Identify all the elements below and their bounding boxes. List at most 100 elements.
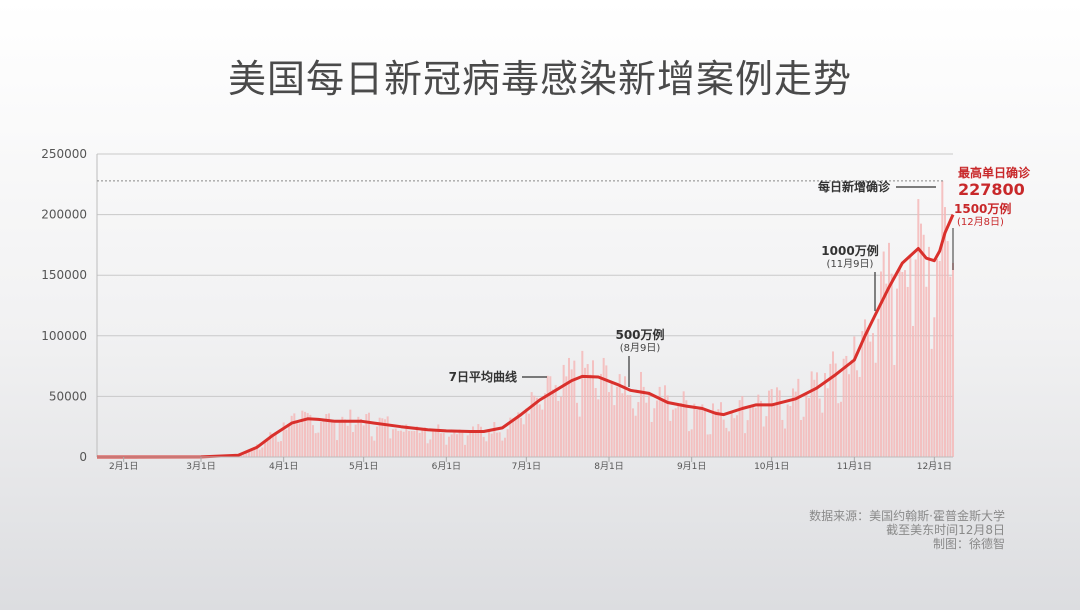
daily-bar (437, 424, 440, 457)
daily-bar (730, 410, 733, 457)
x-tick-label: 8月1日 (594, 461, 623, 472)
daily-bar (869, 341, 872, 457)
daily-bar (925, 286, 928, 457)
daily-bar (746, 420, 749, 457)
daily-bar (637, 402, 640, 457)
daily-bar (944, 207, 946, 457)
daily-bar (754, 407, 757, 457)
daily-bar (890, 273, 893, 457)
daily-bar (528, 413, 530, 457)
daily-bar (264, 440, 266, 457)
daily-bar (818, 398, 821, 457)
daily-bar (664, 385, 666, 457)
daily-bar (581, 350, 584, 457)
milestone-15m-date: (12月8日) (957, 216, 1004, 228)
daily-bar (389, 438, 392, 457)
daily-bar (565, 376, 568, 457)
daily-bar (413, 431, 416, 457)
daily-bar (426, 443, 429, 457)
x-tick-label: 3月1日 (186, 461, 215, 472)
daily-bar (450, 434, 453, 457)
daily-bar (632, 408, 634, 457)
daily-bar (709, 434, 712, 457)
daily-bar (373, 440, 376, 457)
daily-bar (541, 409, 544, 457)
daily-bar (408, 430, 410, 457)
daily-bar (589, 374, 592, 457)
daily-bar (536, 397, 538, 457)
peak-label: 最高单日确诊 (958, 165, 1031, 180)
chart-title: 美国每日新冠病毒感染新增案例走势 (227, 57, 852, 101)
daily-bar (688, 431, 690, 457)
daily-bar (768, 390, 770, 457)
daily-bar (829, 363, 832, 457)
daily-bar (776, 387, 778, 457)
daily-bar (930, 348, 933, 457)
daily-bar (626, 394, 629, 457)
daily-bar (392, 429, 394, 457)
daily-bar (386, 416, 389, 457)
daily-bar (920, 223, 922, 457)
daily-bar (376, 426, 378, 457)
daily-bar (661, 400, 664, 457)
daily-bar (501, 440, 504, 457)
daily-bar (728, 431, 730, 457)
y-tick-label: 0 (79, 450, 87, 464)
daily-bar (922, 234, 925, 457)
daily-bar (538, 404, 541, 457)
daily-bar (301, 410, 304, 457)
daily-bar (901, 272, 904, 457)
daily-bar (445, 444, 448, 457)
daily-bar (514, 417, 517, 457)
daily-bar (360, 418, 362, 457)
x-tick-label: 9月1日 (677, 461, 706, 472)
daily-bar (690, 429, 693, 457)
daily-bar (456, 434, 458, 457)
daily-bar (381, 418, 384, 457)
daily-bar (256, 444, 258, 457)
daily-bar (893, 364, 896, 457)
daily-bar (554, 385, 557, 457)
daily-bar (304, 411, 306, 457)
daily-bar (752, 405, 754, 457)
daily-bar (656, 400, 658, 457)
daily-bar (592, 360, 594, 457)
daily-bar (834, 363, 837, 457)
daily-bar (474, 431, 477, 457)
daily-bar (824, 373, 826, 457)
daily-bar (816, 372, 818, 457)
daily-bar (938, 260, 941, 457)
credit-source: 数据来源：美国约翰斯·霍普金斯大学 (809, 509, 1005, 523)
daily-bar (482, 436, 485, 457)
daily-bar (720, 402, 722, 457)
daily-bar (288, 425, 290, 457)
daily-bar (765, 416, 768, 457)
daily-bar (744, 433, 746, 457)
daily-bar (794, 391, 797, 457)
daily-bar (888, 242, 890, 457)
daily-bar (522, 424, 525, 457)
daily-bar (698, 406, 701, 457)
daily-bar (290, 415, 293, 457)
daily-bar (706, 434, 709, 457)
daily-bar (610, 381, 613, 457)
daily-bar (877, 318, 880, 457)
daily-bar (274, 432, 277, 457)
daily-bar (498, 432, 501, 457)
daily-bar (309, 414, 312, 457)
daily-bar (784, 428, 786, 457)
daily-bar (410, 431, 413, 457)
daily-bar (605, 365, 608, 457)
daily-bar (912, 325, 914, 457)
daily-bar (872, 333, 874, 457)
daily-bar (949, 276, 952, 457)
daily-bar (344, 419, 346, 457)
daily-bar (341, 416, 344, 457)
daily-bar (533, 395, 536, 457)
daily-bar (845, 355, 848, 457)
daily-bar (549, 376, 552, 457)
daily-bar (858, 376, 861, 457)
avg-line-label: 7日平均曲线 (449, 369, 517, 384)
daily-bar (861, 331, 864, 457)
daily-bar (517, 412, 520, 457)
